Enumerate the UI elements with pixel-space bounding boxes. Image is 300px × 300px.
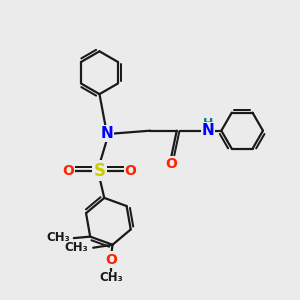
- Text: O: O: [165, 157, 177, 171]
- Text: N: N: [202, 123, 214, 138]
- Text: O: O: [62, 164, 74, 178]
- Text: H: H: [203, 117, 213, 130]
- Text: N: N: [100, 126, 113, 141]
- Text: O: O: [105, 253, 117, 267]
- Text: CH₃: CH₃: [99, 271, 123, 284]
- Text: S: S: [94, 162, 106, 180]
- Text: O: O: [125, 164, 136, 178]
- Text: CH₃: CH₃: [64, 241, 88, 254]
- Text: CH₃: CH₃: [46, 231, 70, 244]
